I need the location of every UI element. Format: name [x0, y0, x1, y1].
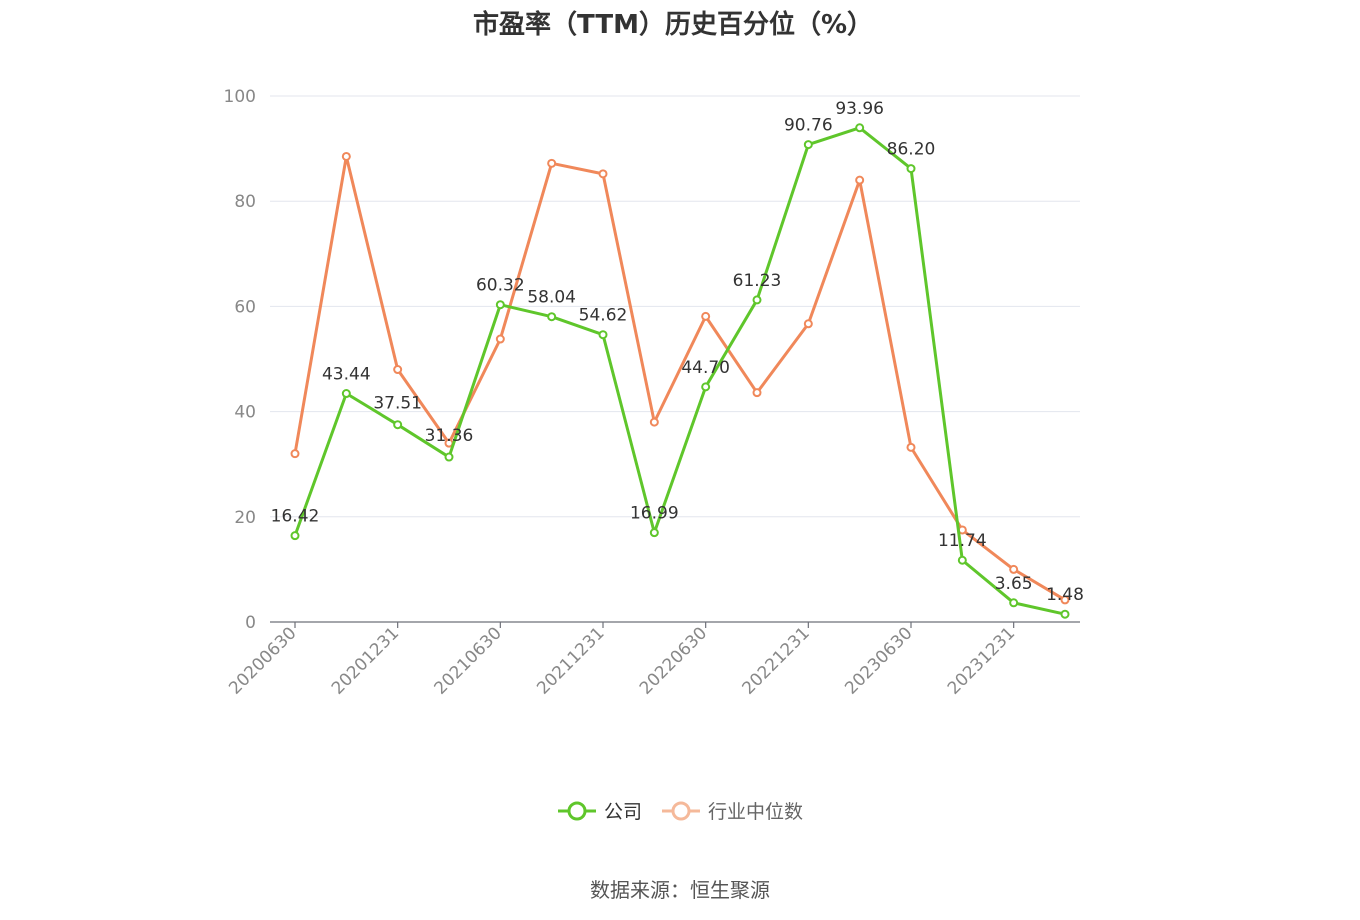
data-point	[1009, 564, 1019, 574]
data-point	[701, 382, 711, 392]
data-label: 11.74	[938, 531, 987, 551]
source-note: 数据来源：恒生聚源	[590, 878, 770, 902]
data-point	[649, 417, 659, 427]
y-tick-label: 60	[234, 297, 256, 317]
data-label: 44.70	[681, 358, 730, 378]
data-point	[495, 334, 505, 344]
data-point	[855, 123, 865, 133]
data-point	[495, 300, 505, 310]
data-label: 1.48	[1046, 585, 1084, 605]
data-label: 60.32	[476, 276, 525, 296]
data-point	[1060, 595, 1070, 605]
data-point	[906, 442, 916, 452]
data-label: 58.04	[527, 288, 576, 308]
data-point	[957, 555, 967, 565]
x-tick-label: 20221231	[739, 623, 814, 698]
data-point	[598, 330, 608, 340]
data-point	[393, 365, 403, 375]
data-point	[1060, 609, 1070, 619]
data-label: 93.96	[835, 99, 884, 119]
x-tick-label: 20200630	[225, 623, 300, 698]
y-tick-label: 0	[245, 613, 256, 633]
data-point	[393, 420, 403, 430]
data-point	[547, 158, 557, 168]
x-tick-label: 20211231	[533, 623, 608, 698]
legend-label: 公司	[604, 801, 642, 823]
data-point	[547, 312, 557, 322]
data-point	[444, 452, 454, 462]
data-point	[803, 319, 813, 329]
x-tick-label: 20230630	[841, 623, 916, 698]
y-tick-label: 40	[234, 403, 256, 423]
data-point	[906, 164, 916, 174]
data-point	[701, 311, 711, 321]
data-label: 37.51	[373, 394, 422, 414]
data-point	[649, 528, 659, 538]
data-point	[290, 449, 300, 459]
data-label: 61.23	[733, 271, 782, 291]
y-tick-label: 100	[224, 87, 256, 107]
data-label: 43.44	[322, 365, 371, 385]
data-point	[341, 389, 351, 399]
x-tick-label: 20210630	[431, 623, 506, 698]
data-label: 54.62	[579, 306, 628, 326]
data-point	[752, 295, 762, 305]
series-line-0	[293, 126, 1066, 616]
series-line-1	[293, 154, 1066, 602]
y-tick-label: 20	[234, 508, 256, 528]
data-label: 16.99	[630, 504, 679, 524]
legend-label: 行业中位数	[708, 801, 803, 823]
data-label: 86.20	[887, 140, 936, 160]
x-tick-label: 20220630	[636, 623, 711, 698]
legend-swatch-marker	[567, 801, 587, 821]
x-tick-label: 20201231	[328, 623, 403, 698]
data-point	[803, 140, 813, 150]
data-label: 31.36	[425, 426, 474, 446]
data-point	[598, 169, 608, 179]
data-point	[855, 175, 865, 185]
data-label: 3.65	[995, 574, 1033, 594]
x-tick-label: 20231231	[944, 623, 1019, 698]
legend-swatch-marker	[671, 801, 691, 821]
data-point	[1009, 598, 1019, 608]
data-label: 16.42	[271, 507, 320, 527]
data-point	[290, 531, 300, 541]
data-point	[752, 388, 762, 398]
data-point	[341, 151, 351, 161]
chart-title: 市盈率（TTM）历史百分位（%）	[473, 10, 873, 40]
data-label: 90.76	[784, 116, 833, 136]
y-tick-label: 80	[234, 192, 256, 212]
